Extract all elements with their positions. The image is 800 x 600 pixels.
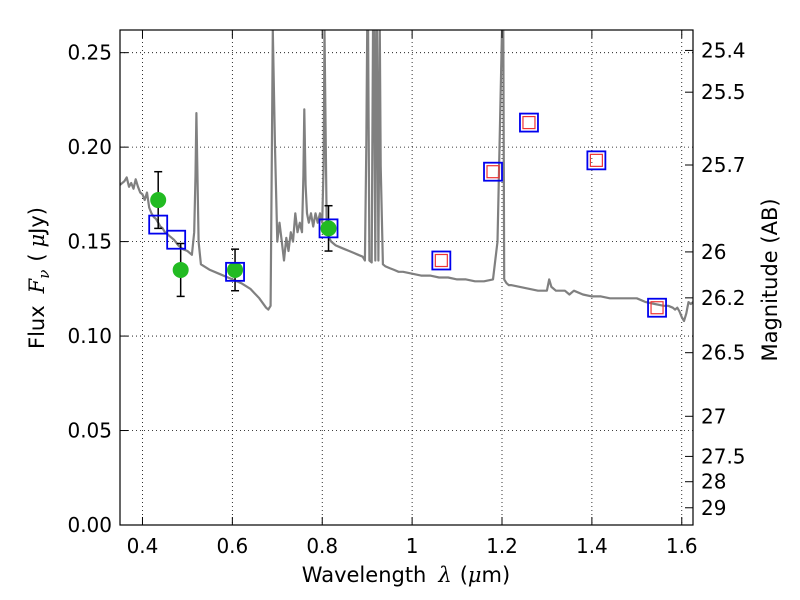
x-tick-label: 0.4 bbox=[127, 534, 159, 558]
y-axis-title-subscript: ν bbox=[35, 270, 53, 279]
predicted-flux-square bbox=[589, 153, 603, 167]
x-tick-label: 0.6 bbox=[216, 534, 248, 558]
x-tick-label: 1.4 bbox=[576, 534, 608, 558]
x-axis-title-unit-mu: μ bbox=[468, 563, 482, 587]
plot-background bbox=[120, 30, 693, 525]
x-axis-title-unit-open: ( bbox=[460, 563, 468, 587]
y2-tick-label: 27 bbox=[701, 404, 726, 428]
y2-tick-label: 28 bbox=[701, 470, 726, 494]
y-axis-title-unit-mu: μ bbox=[25, 234, 49, 248]
model-square bbox=[483, 161, 503, 182]
model-square bbox=[166, 229, 187, 250]
model-square bbox=[519, 112, 539, 133]
x-tick-label: 1.2 bbox=[486, 534, 518, 558]
y-tick-label: 0.10 bbox=[67, 324, 112, 348]
y2-tick-label: 26 bbox=[701, 240, 726, 264]
x-tick-label: 1.6 bbox=[666, 534, 698, 558]
model-square bbox=[148, 214, 169, 235]
spectrum-line bbox=[120, 30, 693, 323]
y-tick-label: 0.05 bbox=[67, 419, 112, 443]
plot-area bbox=[120, 30, 693, 323]
y2-tick-label: 25.7 bbox=[701, 153, 746, 177]
model-square bbox=[318, 218, 339, 239]
y-axis-title-symbol: F bbox=[25, 277, 49, 294]
x-axis-title-symbol: λ bbox=[437, 563, 451, 587]
y-tick-label: 0.25 bbox=[67, 41, 112, 65]
y-axis-title: Flux Fν ( μJy) bbox=[25, 207, 53, 349]
y2-tick-label: 29 bbox=[701, 496, 726, 520]
x-axis-title-unit-rest: m) bbox=[482, 563, 511, 587]
y2-tick-label: 26.5 bbox=[701, 341, 746, 365]
model-square bbox=[647, 297, 667, 318]
model-square bbox=[431, 250, 452, 271]
grid-lines bbox=[120, 30, 693, 526]
y-axis-title-unit-open: ( bbox=[25, 253, 49, 261]
plot-frame bbox=[119, 29, 694, 526]
x-tick-label: 1 bbox=[406, 534, 419, 558]
predicted-flux-square bbox=[650, 301, 664, 315]
model-square bbox=[586, 150, 607, 171]
y-tick-label: 0.20 bbox=[67, 135, 112, 159]
y-tick-label: 0.00 bbox=[67, 513, 112, 537]
y-axis-title-unit-rest: Jy) bbox=[25, 207, 49, 236]
x-tick-label: 0.8 bbox=[306, 534, 338, 558]
x-axis-title: Wavelength λ (μm) bbox=[302, 563, 510, 587]
axis-ticks: 0.4 0.6 0.8 1 1.2 1.4 1.6 0.00 0.05 0.10 0.15 0.20 0… bbox=[67, 30, 746, 558]
y-axis-title-word: Flux bbox=[25, 305, 49, 349]
y2-tick-label: 26.2 bbox=[701, 286, 746, 310]
y2-tick-label: 25.4 bbox=[701, 38, 746, 62]
observed-point bbox=[227, 261, 244, 278]
predicted-flux-square bbox=[522, 115, 536, 130]
model-square bbox=[225, 261, 245, 282]
y2-axis-title: Magnitude (AB) bbox=[758, 198, 782, 361]
observed-point bbox=[172, 261, 189, 278]
predicted-flux-square bbox=[434, 253, 448, 268]
predicted-flux-square bbox=[486, 165, 500, 179]
y-tick-label: 0.15 bbox=[67, 230, 112, 254]
observed-point bbox=[320, 220, 337, 237]
y2-tick-label: 25.5 bbox=[701, 80, 746, 104]
x-axis-title-word: Wavelength bbox=[302, 563, 427, 587]
y2-tick-label: 27.5 bbox=[701, 444, 746, 468]
observed-point bbox=[150, 192, 167, 209]
